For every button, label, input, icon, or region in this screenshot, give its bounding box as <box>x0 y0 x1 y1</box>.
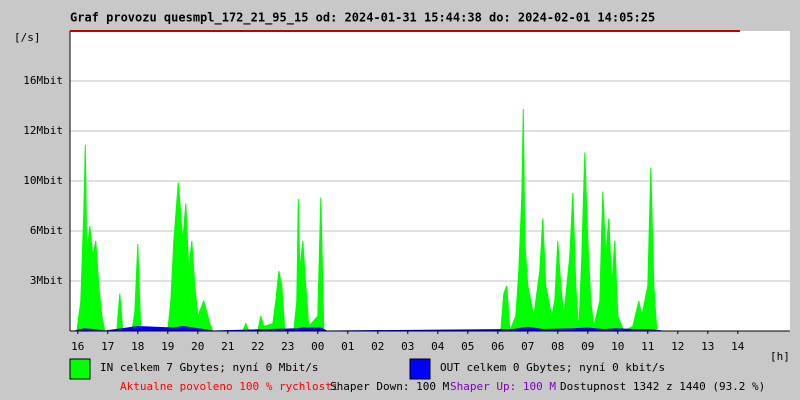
x-tick-label: 17 <box>101 340 114 353</box>
x-tick-label: 10 <box>611 340 624 353</box>
footer-allowed: Aktualne povoleno 100 % rychlosti <box>120 380 339 393</box>
x-tick-label: 06 <box>491 340 504 353</box>
footer-shaper-up: Shaper Up: 100 M <box>450 380 556 393</box>
x-tick-label: 01 <box>341 340 354 353</box>
x-tick-label: 13 <box>701 340 714 353</box>
x-tick-label: 00 <box>311 340 324 353</box>
footer-shaper-down: Shaper Down: 100 M <box>330 380 450 393</box>
x-tick-label: 03 <box>401 340 414 353</box>
legend-swatch-out <box>409 358 431 380</box>
x-tick-label: 04 <box>431 340 445 353</box>
x-tick-label: 21 <box>221 340 234 353</box>
x-tick-label: 18 <box>131 340 144 353</box>
x-tick-label: 16 <box>71 340 84 353</box>
y-tick-label: 12Mbit <box>23 124 63 137</box>
y-unit: [/s] <box>14 31 41 44</box>
legend-entry: IN celkem 7 Gbytes; nyní 0 Mbit/s <box>100 361 319 374</box>
legend-entry: OUT celkem 0 Gbytes; nyní 0 kbit/s <box>440 361 665 374</box>
legend-swatch-in <box>69 358 91 380</box>
x-tick-label: 11 <box>641 340 654 353</box>
series-area <box>74 325 663 332</box>
x-tick-label: 02 <box>371 340 384 353</box>
x-tick-label: 19 <box>161 340 174 353</box>
chart-title: Graf provozu quesmpl_172_21_95_15 od: 20… <box>70 11 655 26</box>
x-tick-label: 22 <box>251 340 264 353</box>
x-tick-label: 14 <box>731 340 745 353</box>
x-tick-label: 09 <box>581 340 594 353</box>
x-tick-label: 08 <box>551 340 564 353</box>
x-tick-label: 05 <box>461 340 474 353</box>
x-tick-label: 23 <box>281 340 294 353</box>
x-unit: [h] <box>770 350 790 363</box>
series-area <box>76 108 678 332</box>
y-tick-label: 3Mbit <box>30 274 63 287</box>
footer-availability: Dostupnost 1342 z 1440 (93.2 %) <box>560 380 765 393</box>
x-tick-label: 20 <box>191 340 204 353</box>
y-tick-label: 10Mbit <box>23 174 63 187</box>
y-tick-label: 16Mbit <box>23 74 63 87</box>
x-tick-label: 12 <box>671 340 684 353</box>
x-tick-label: 07 <box>521 340 534 353</box>
y-tick-label: 6Mbit <box>30 224 63 237</box>
